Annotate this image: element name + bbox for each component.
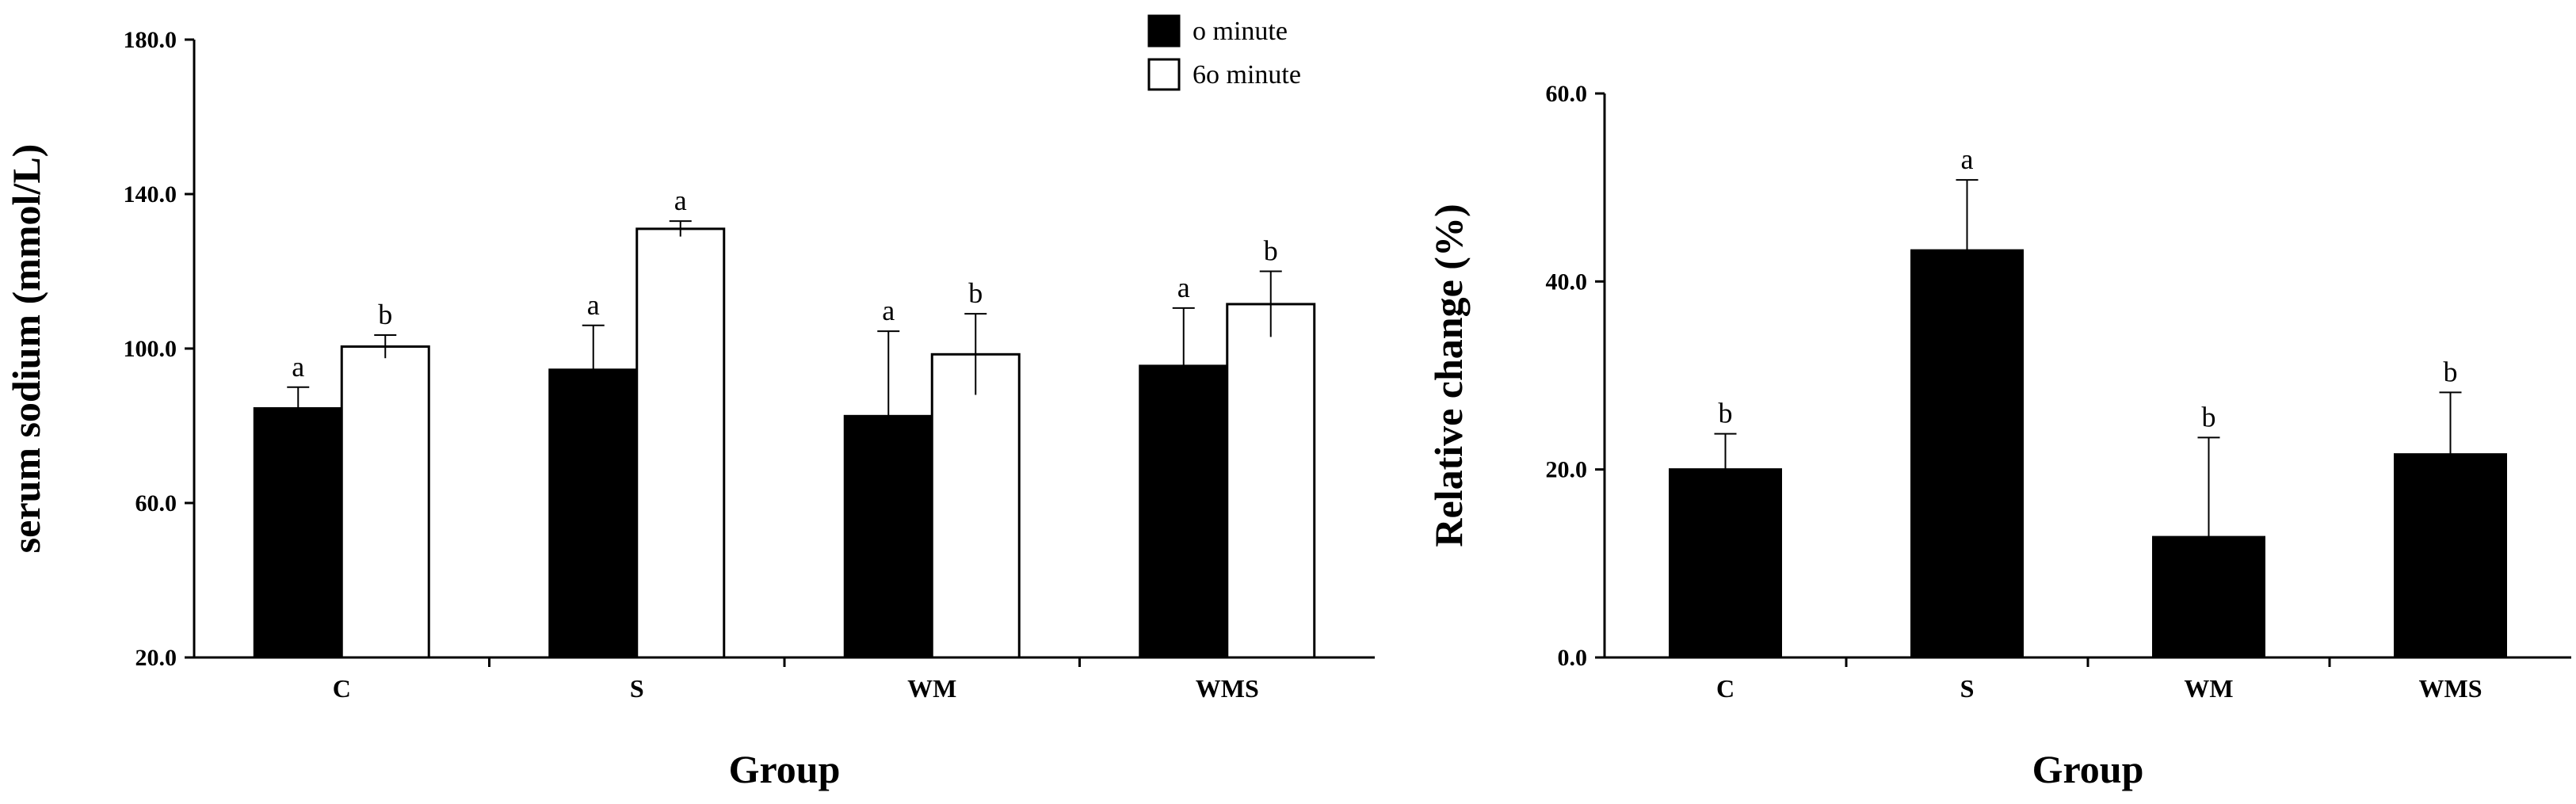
significance-label: a (292, 351, 304, 383)
significance-label: b (1264, 235, 1278, 267)
y-tick-label: 0.0 (1558, 645, 1588, 671)
x-tick-label: WMS (1196, 674, 1259, 703)
legend-swatch (1147, 14, 1181, 48)
y-tick-label: 60.0 (1546, 81, 1588, 107)
legend-swatch (1147, 58, 1181, 91)
legend-label: 6o minute (1193, 60, 1301, 90)
x-tick-label: WMS (2419, 674, 2483, 703)
x-tick-label: WM (2184, 674, 2233, 703)
significance-label: b (1719, 398, 1733, 429)
relative-change-chart: 0.0 20.0 40.0 60.0 C S WM WMS b a b b Relative chang… (1426, 81, 2571, 791)
significance-label: a (882, 295, 895, 326)
x-tick-label: S (630, 674, 644, 703)
bar (1226, 303, 1316, 659)
x-tick-label: S (1960, 674, 1975, 703)
significance-label: a (674, 185, 687, 216)
x-axis-title: Group (729, 747, 841, 791)
legend-label: o minute (1193, 17, 1288, 46)
bar (340, 345, 430, 659)
y-axis-title: serum sodium (mmol/L) (4, 144, 48, 554)
x-tick-label: C (333, 674, 351, 703)
y-tick-label: 140.0 (124, 181, 177, 208)
y-tick-label: 180.0 (124, 27, 177, 53)
significance-label: b (378, 299, 392, 330)
significance-label: a (1177, 272, 1190, 303)
x-tick-label: WM (907, 674, 956, 703)
y-tick-label: 40.0 (1546, 269, 1588, 295)
significance-label: b (2202, 401, 2216, 432)
y-axis-title: Relative change (%) (1426, 204, 1471, 547)
x-tick-label: C (1716, 674, 1735, 703)
bar (930, 352, 1021, 659)
x-axis-title: Group (2032, 747, 2144, 791)
y-tick-label: 20.0 (1546, 457, 1588, 483)
significance-label: b (2444, 356, 2458, 387)
y-tick-label: 100.0 (124, 336, 177, 362)
y-tick-label: 20.0 (135, 645, 177, 671)
significance-label: b (968, 277, 983, 309)
bar (253, 407, 343, 659)
y-tick-label: 60.0 (135, 490, 177, 516)
significance-label: a (587, 289, 600, 321)
significance-label: a (1961, 143, 1974, 175)
bar (635, 227, 726, 659)
serum-sodium-chart: 20.0 60.0 100.0 140.0 180.0 C S WM WMS a a a a b a b b se… (4, 14, 1375, 791)
